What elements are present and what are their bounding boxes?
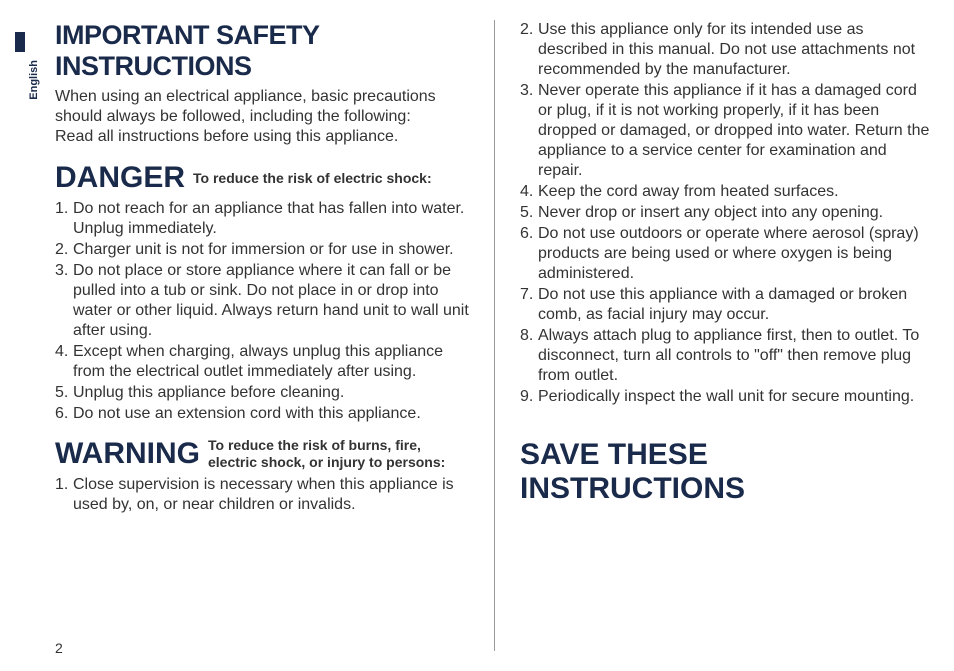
page-number: 2 bbox=[55, 640, 63, 656]
intro-text: When using an electrical appliance, basi… bbox=[55, 87, 469, 147]
list-item: Except when charging, always unplug this… bbox=[55, 342, 469, 382]
list-item: Close supervision is necessary when this… bbox=[55, 475, 469, 515]
warning-label: WARNING bbox=[55, 437, 200, 471]
list-item: Never operate this appliance if it has a… bbox=[520, 81, 934, 181]
list-item: Do not use outdoors or operate where aer… bbox=[520, 224, 934, 284]
list-item: Do not reach for an appliance that has f… bbox=[55, 199, 469, 239]
list-item: Always attach plug to appliance first, t… bbox=[520, 326, 934, 386]
warning-list-right: Use this appliance only for its intended… bbox=[520, 20, 934, 408]
warning-list-left: Close supervision is necessary when this… bbox=[55, 475, 469, 516]
warning-sublabel: To reduce the risk of burns, fire, elect… bbox=[208, 437, 469, 471]
list-item: Do not place or store appliance where it… bbox=[55, 261, 469, 341]
main-heading: IMPORTANT SAFETY INSTRUCTIONS bbox=[55, 20, 469, 82]
intro-line-1: When using an electrical appliance, basi… bbox=[55, 88, 436, 125]
warning-header: WARNING To reduce the risk of burns, fir… bbox=[55, 437, 469, 471]
left-column: IMPORTANT SAFETY INSTRUCTIONS When using… bbox=[55, 20, 469, 651]
list-item: Do not use this appliance with a damaged… bbox=[520, 285, 934, 325]
language-label: English bbox=[28, 60, 40, 100]
list-item: Unplug this appliance before cleaning. bbox=[55, 383, 469, 403]
danger-list: Do not reach for an appliance that has f… bbox=[55, 199, 469, 425]
danger-header: DANGER To reduce the risk of electric sh… bbox=[55, 161, 469, 195]
list-item: Never drop or insert any object into any… bbox=[520, 203, 934, 223]
language-tab bbox=[15, 32, 25, 52]
column-divider bbox=[494, 20, 495, 651]
intro-line-2: Read all instructions before using this … bbox=[55, 128, 398, 145]
list-item: Use this appliance only for its intended… bbox=[520, 20, 934, 80]
danger-label: DANGER bbox=[55, 161, 185, 195]
list-item: Keep the cord away from heated surfaces. bbox=[520, 182, 934, 202]
list-item: Do not use an extension cord with this a… bbox=[55, 404, 469, 424]
list-item: Charger unit is not for immersion or for… bbox=[55, 240, 469, 260]
page-content: IMPORTANT SAFETY INSTRUCTIONS When using… bbox=[55, 20, 934, 651]
danger-sublabel: To reduce the risk of electric shock: bbox=[193, 170, 432, 187]
list-item: Periodically inspect the wall unit for s… bbox=[520, 387, 934, 407]
save-heading: SAVE THESE INSTRUCTIONS bbox=[520, 438, 934, 506]
right-column: Use this appliance only for its intended… bbox=[520, 20, 934, 651]
